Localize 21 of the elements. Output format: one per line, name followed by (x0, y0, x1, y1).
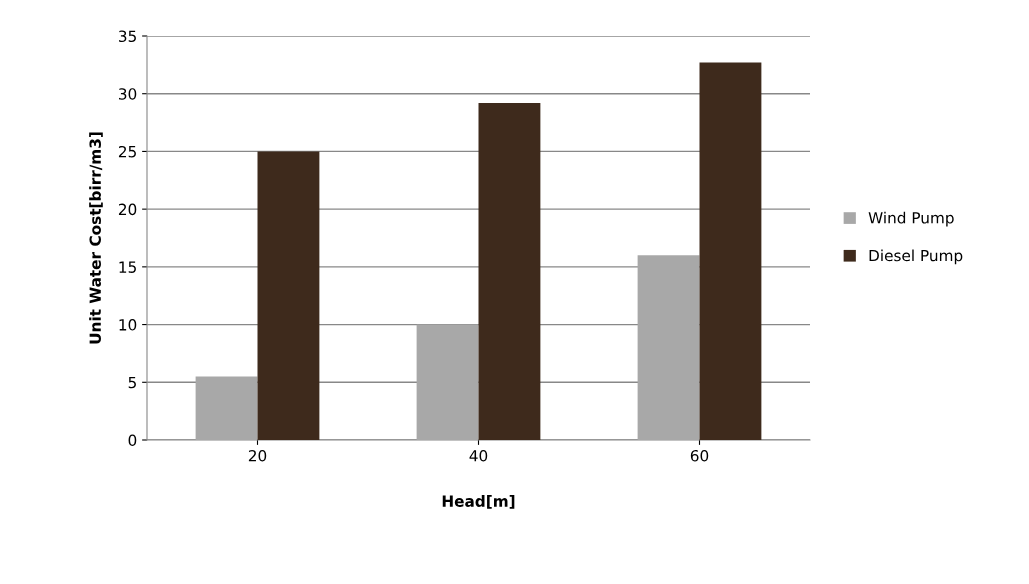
x-tick-label: 60 (690, 449, 709, 462)
bar (699, 62, 762, 440)
y-tick-label: 30 (119, 88, 137, 100)
y-tick-label: 15 (119, 261, 136, 273)
y-axis-title: Unit Water Cost[birr/m3] (89, 132, 103, 344)
bar (478, 102, 541, 440)
bar (416, 324, 479, 440)
y-tick-label: 25 (118, 145, 136, 158)
bar (257, 151, 320, 440)
x-axis-title: Head[m] (442, 495, 515, 509)
legend-label: Wind Pump (868, 211, 954, 227)
y-tick-label: 35 (119, 30, 136, 43)
x-tick-label: 20 (248, 449, 267, 462)
bar (637, 255, 700, 440)
y-tick-label: 20 (118, 203, 137, 216)
x-tick-label: 40 (469, 449, 488, 462)
bar (195, 376, 258, 440)
y-tick-label: 0 (128, 434, 137, 447)
y-tick-label: 5 (128, 376, 136, 389)
y-tick-label: 10 (119, 319, 137, 331)
legend-label: Diesel Pump (869, 249, 963, 265)
